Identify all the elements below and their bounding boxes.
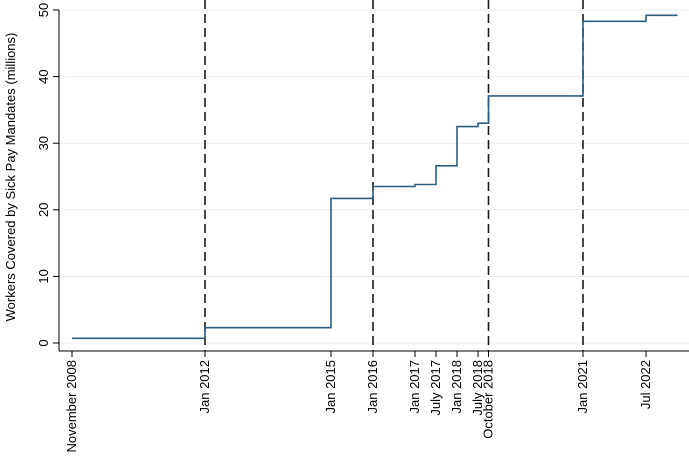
x-tick-label: July 2017 — [428, 360, 443, 416]
x-tick-label: October 2018 — [481, 360, 496, 439]
x-axis: November 2008 Jan 2012 Jan 2015 Jan 2016 Jan… — [64, 351, 653, 453]
y-axis: 0 10 20 30 40 50 — [36, 3, 59, 347]
x-tick-label: Jan 2018 — [449, 360, 464, 414]
x-tick-label: Jan 2017 — [407, 360, 422, 414]
x-tick-label: Jan 2012 — [197, 360, 212, 414]
x-tick-label: Jan 2015 — [323, 360, 338, 414]
y-tick-label: 40 — [36, 69, 51, 83]
x-tick-label: Jan 2016 — [365, 360, 380, 414]
y-tick-label: 20 — [36, 203, 51, 217]
y-axis-title: Workers Covered by Sick Pay Mandates (mi… — [3, 33, 18, 322]
y-tick-label: 50 — [36, 3, 51, 17]
y-tick-label: 0 — [36, 339, 51, 346]
y-gridlines — [59, 9, 689, 344]
y-tick-label: 10 — [36, 269, 51, 283]
x-tick-label: Jan 2021 — [575, 360, 590, 414]
event-lines — [204, 0, 584, 351]
x-tick-label: Jul 2022 — [638, 360, 653, 409]
data-series — [71, 14, 678, 340]
y-tick-label: 30 — [36, 136, 51, 150]
x-tick-label: November 2008 — [64, 360, 79, 453]
x-tick-label: July 2018 — [470, 360, 485, 416]
series-line — [72, 14, 678, 340]
